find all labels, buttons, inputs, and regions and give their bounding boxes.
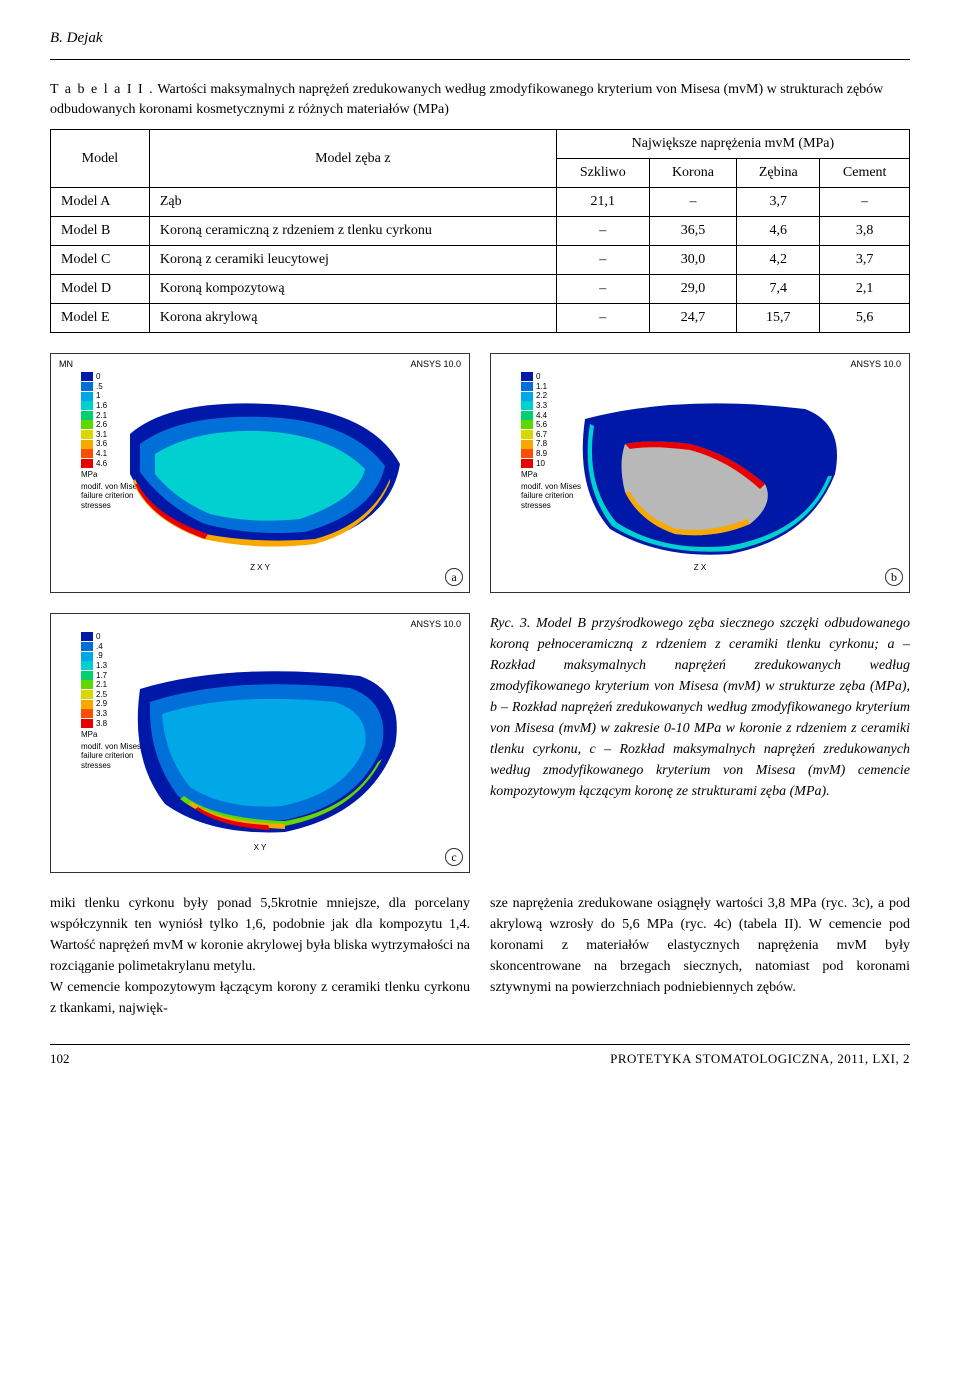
th-zebina: Zębina (737, 159, 820, 188)
figure-panel-b: ANSYS 10.0 01.12.23.34.45.66.77.88.910MP… (490, 353, 910, 593)
table-label: T a b e l a I I . (50, 82, 154, 97)
body-left: miki tlenku cyrkonu były ponad 5,5krotni… (50, 893, 470, 1019)
th-group: Największe naprężenia mvM (MPa) (556, 130, 909, 159)
journal-ref: PROTETYKA STOMATOLOGICZNA, 2011, LXI, 2 (610, 1051, 910, 1067)
table-row: Model DKoroną kompozytową–29,07,42,1 (51, 275, 910, 304)
ansys-label-a: ANSYS 10.0 (410, 359, 461, 369)
ansys-label-b: ANSYS 10.0 (850, 359, 901, 369)
figure-panel-a: MN ANSYS 10.0 0.511.62.12.63.13.64.14.6M… (50, 353, 470, 593)
body-text: miki tlenku cyrkonu były ponad 5,5krotni… (50, 893, 910, 1019)
figure-panel-c: ANSYS 10.0 0.4.91.31.72.12.52.93.33.8MPa… (50, 613, 470, 873)
lower-section: ANSYS 10.0 0.4.91.31.72.12.52.93.33.8MPa… (50, 613, 910, 873)
mn-label: MN (59, 359, 73, 369)
table-row: Model BKoroną ceramiczną z rdzeniem z tl… (51, 217, 910, 246)
footer: 102 PROTETYKA STOMATOLOGICZNA, 2011, LXI… (50, 1044, 910, 1067)
header-rule (50, 59, 910, 60)
axis-c: X Y (254, 843, 267, 852)
page-number: 102 (50, 1051, 70, 1067)
figures-row-ab: MN ANSYS 10.0 0.511.62.12.63.13.64.14.6M… (50, 353, 910, 593)
th-cement: Cement (820, 159, 910, 188)
tooth-svg-c (110, 654, 410, 844)
table-row: Model CKoroną z ceramiki leucytowej–30,0… (51, 246, 910, 275)
table-caption-text: Wartości maksymalnych naprężeń zredukowa… (50, 82, 883, 117)
tooth-svg-b (550, 384, 850, 564)
author-header: B. Dejak (50, 30, 910, 47)
table-caption: T a b e l a I I . Wartości maksymalnych … (50, 80, 910, 119)
fig-label-b: b (885, 568, 903, 586)
th-model-zeba: Model zęba z (149, 130, 556, 188)
table-row: Model AZąb21,1–3,7– (51, 188, 910, 217)
th-model: Model (51, 130, 150, 188)
fig-label-c: c (445, 848, 463, 866)
stress-table: Model Model zęba z Największe naprężenia… (50, 129, 910, 333)
fig-label-a: a (445, 568, 463, 586)
figure-caption: Ryc. 3. Model B przyśrodkowego zęba siec… (490, 613, 910, 873)
table-row: Model EKorona akrylową–24,715,75,6 (51, 304, 910, 333)
body-right: sze naprężenia zredukowane osiągnęły war… (490, 893, 910, 1019)
axis-b: Z X (694, 563, 706, 572)
th-korona: Korona (649, 159, 736, 188)
tooth-svg-a (110, 384, 410, 554)
axis-a: Z X Y (250, 563, 270, 572)
th-szkliwo: Szkliwo (556, 159, 649, 188)
ansys-label-c: ANSYS 10.0 (410, 619, 461, 629)
